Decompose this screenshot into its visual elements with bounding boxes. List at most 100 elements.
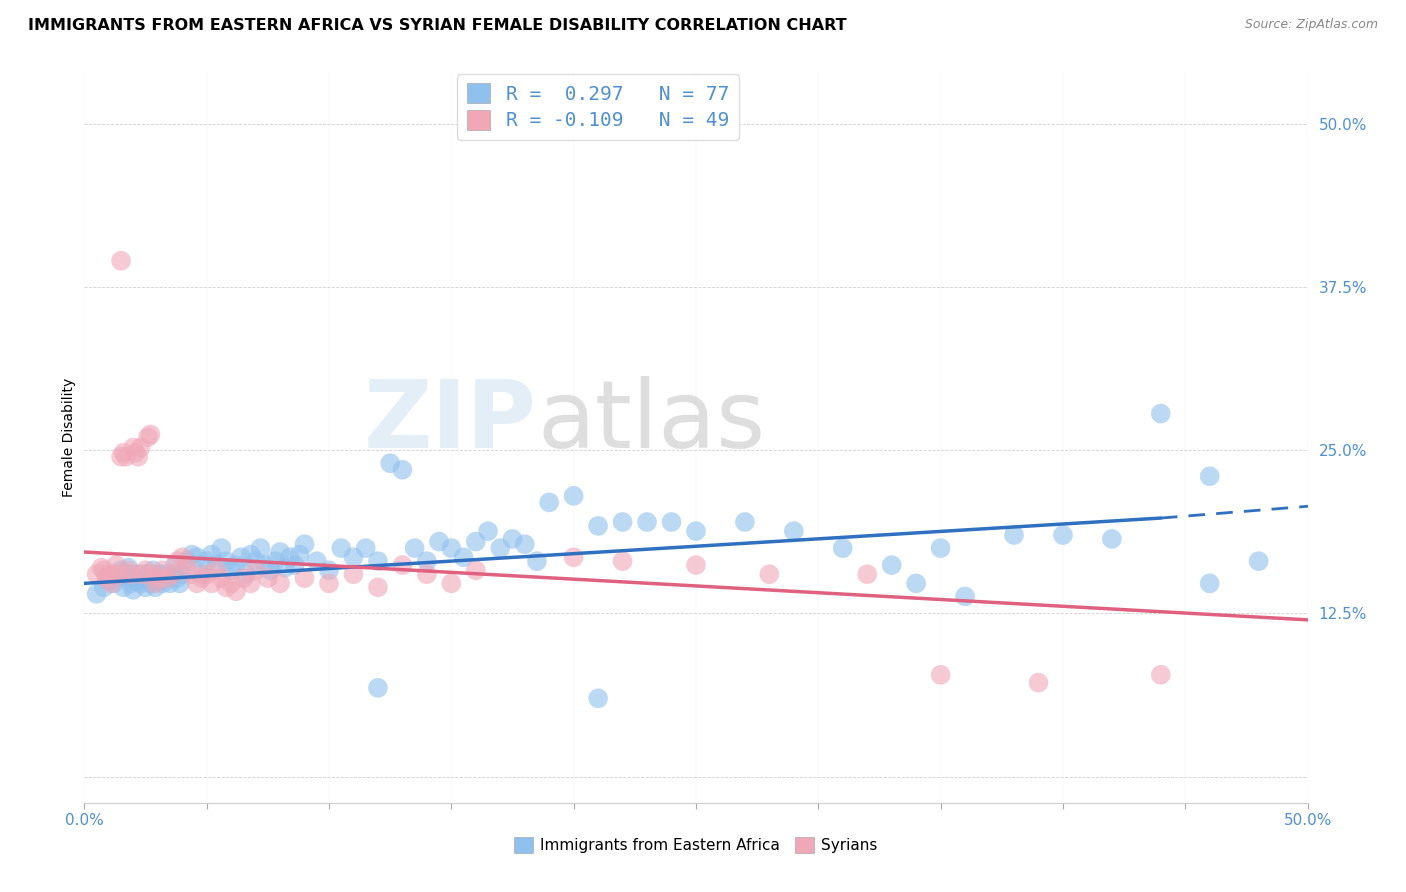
Point [249,541,271,555]
Point [586,519,609,533]
Point [97,567,120,582]
Point [200,548,222,562]
Point [538,495,561,509]
Point [205,558,228,573]
Point [127,567,149,582]
Point [176,554,198,568]
Point [636,515,658,529]
Point [612,554,634,568]
Point [132,567,155,582]
Point [330,541,353,555]
Point [162,567,184,582]
Point [318,563,340,577]
Point [489,541,512,555]
Point [783,524,806,538]
Point [257,571,280,585]
Point [93,563,115,577]
Point [107,571,129,585]
Point [136,567,159,582]
Point [90,560,112,574]
Point [136,430,159,444]
Point [162,567,184,582]
Point [139,576,162,591]
Point [163,558,186,573]
Point [156,571,179,585]
Text: Source: ZipAtlas.com: Source: ZipAtlas.com [1244,18,1378,31]
Point [143,580,166,594]
Point [391,463,413,477]
Point [110,450,132,464]
Point [562,489,585,503]
Point [612,515,634,529]
Point [1101,532,1123,546]
Point [1052,528,1074,542]
Point [342,550,364,565]
Point [464,534,486,549]
Point [97,574,120,588]
Point [200,576,222,591]
Point [427,534,450,549]
Point [239,548,262,562]
Point [1198,576,1220,591]
Point [153,567,176,582]
Point [464,563,486,577]
Point [215,580,238,594]
Point [132,571,155,585]
Point [269,545,291,559]
Point [404,541,426,555]
Point [152,576,174,591]
Point [294,537,316,551]
Point [146,574,169,588]
Point [127,450,149,464]
Point [209,541,232,555]
Point [929,541,952,555]
Point [100,576,122,591]
Point [264,554,287,568]
Point [831,541,853,555]
Point [305,554,328,568]
Point [129,576,152,591]
Point [195,554,218,568]
Point [135,580,157,594]
Y-axis label: Female Disability: Female Disability [62,377,76,497]
Point [245,563,267,577]
Point [239,576,262,591]
Point [513,537,536,551]
Point [856,567,879,582]
Point [905,576,928,591]
Point [229,550,252,565]
Point [86,587,108,601]
Point [526,554,548,568]
Point [125,574,148,588]
Point [169,576,191,591]
Point [110,563,132,577]
Point [294,571,316,585]
Point [159,576,181,591]
Point [453,550,475,565]
Point [274,560,297,574]
Point [209,571,232,585]
Point [259,563,281,577]
Point [562,550,585,565]
Point [107,567,129,582]
Point [354,541,377,555]
Point [120,567,142,582]
Point [225,584,247,599]
Point [146,571,169,585]
Text: atlas: atlas [537,376,765,468]
Point [215,554,238,568]
Point [117,563,139,577]
Point [1247,554,1270,568]
Point [586,691,609,706]
Point [86,567,108,582]
Point [502,532,524,546]
Point [758,567,780,582]
Point [880,558,903,573]
Point [1150,667,1173,682]
Point [269,576,291,591]
Point [117,560,139,574]
Point [186,550,208,565]
Point [232,571,254,585]
Legend: Immigrants from Eastern Africa, Syrians: Immigrants from Eastern Africa, Syrians [506,830,886,861]
Point [235,567,257,582]
